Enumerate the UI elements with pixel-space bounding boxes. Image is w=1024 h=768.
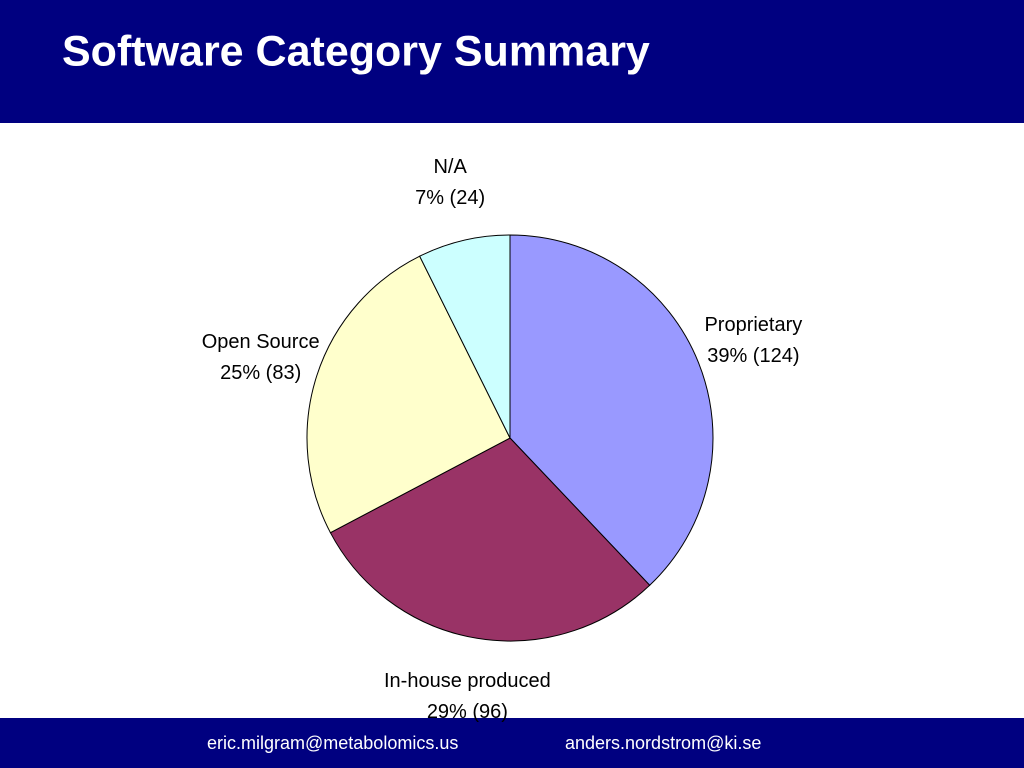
slice-label: Open Source xyxy=(202,331,320,353)
slice-label: In-house produced xyxy=(384,670,551,692)
slide-title: Software Category Summary xyxy=(62,27,650,75)
slice-value-label: 25% (83) xyxy=(220,362,301,384)
header-band xyxy=(0,0,1024,123)
slice-value-label: 7% (24) xyxy=(415,187,485,209)
slice-label: N/A xyxy=(433,156,467,178)
pie-slice xyxy=(509,234,714,586)
footer-band xyxy=(0,718,1024,768)
slice-label: Proprietary xyxy=(704,314,802,336)
pie-slice xyxy=(418,234,511,439)
footer-email: eric.milgram@metabolomics.us xyxy=(207,733,458,753)
pie-slice xyxy=(329,437,651,642)
slice-value-label: 29% (96) xyxy=(427,701,508,723)
slice-value-label: 39% (124) xyxy=(707,345,799,367)
footer-email: anders.nordstrom@ki.se xyxy=(565,733,761,753)
pie-slice xyxy=(306,255,511,534)
